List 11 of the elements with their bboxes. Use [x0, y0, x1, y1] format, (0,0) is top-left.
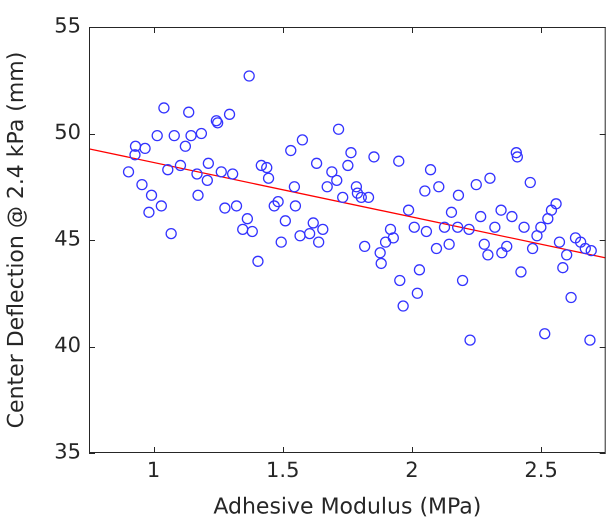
y-tick-label: 55	[54, 13, 81, 38]
x-tick-label: 1.5	[266, 458, 300, 482]
x-axis-title: Adhesive Modulus (MPa)	[213, 494, 482, 520]
x-tick-label: 1	[146, 458, 160, 482]
x-tick-label: 2	[405, 458, 419, 482]
y-tick-label: 50	[54, 120, 81, 144]
y-axis-title: Center Deflection @ 2.4 kPa (mm)	[4, 52, 29, 428]
y-tick-label: 35	[54, 439, 81, 464]
y-tick-label: 40	[54, 332, 81, 357]
x-tick-label: 2.5	[524, 458, 558, 482]
y-tick-label: 45	[54, 226, 81, 250]
